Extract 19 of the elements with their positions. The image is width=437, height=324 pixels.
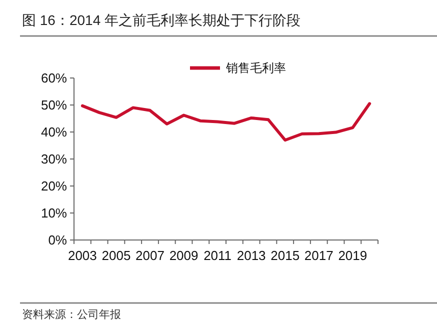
y-tick-label: 30%: [40, 152, 68, 166]
y-tick-label: 10%: [40, 206, 68, 220]
title: 图 16：2014 年之前毛利率长期处于下行阶段: [22, 12, 300, 28]
y-tick-label: 50%: [40, 98, 68, 112]
x-tick-label: 2013: [236, 248, 266, 263]
x-tick-label: 2005: [102, 248, 131, 263]
x-tick-label: 2007: [136, 248, 164, 263]
x-tick-label: 2015: [270, 248, 300, 263]
y-tick-label: 40%: [40, 124, 68, 140]
annotation: 资料来源：公司年报: [22, 309, 121, 321]
x-tick-label: 2017: [304, 248, 334, 263]
x-tick-label: 2011: [204, 248, 232, 263]
legend-label: 销售毛利率: [225, 61, 286, 75]
y-tick-label: 20%: [40, 178, 68, 194]
x-tick-label: 2019: [338, 248, 368, 263]
y-tick-label: 0%: [48, 232, 68, 248]
y-tick-label: 60%: [40, 70, 68, 86]
x-tick-label: 2009: [169, 248, 198, 263]
x-tick-label: 2003: [68, 248, 97, 263]
